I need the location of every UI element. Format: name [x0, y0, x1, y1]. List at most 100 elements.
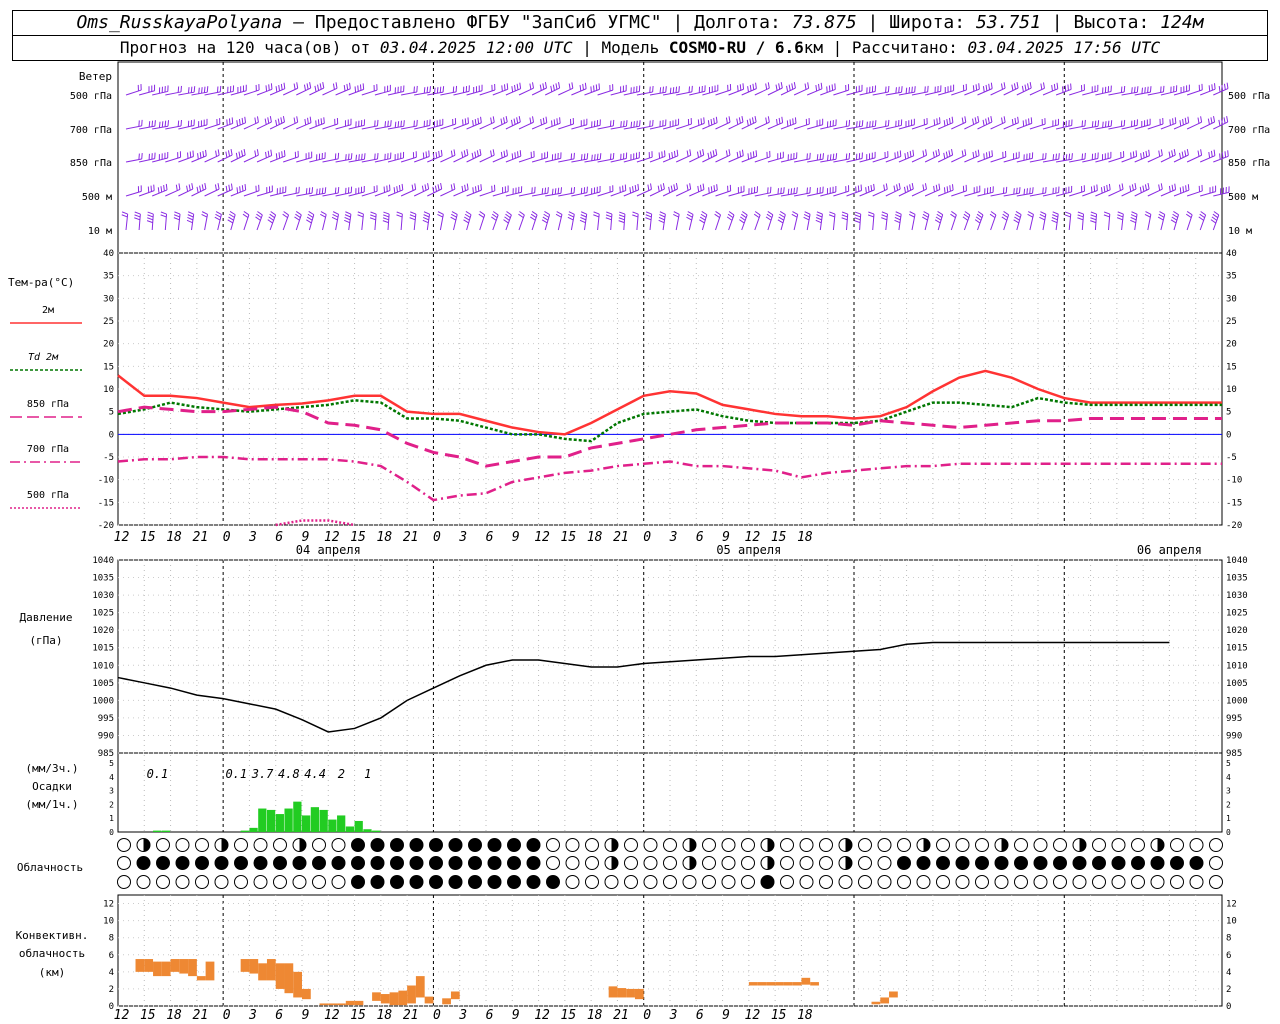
cloud-symbol	[604, 838, 619, 852]
temp-tick: 15	[103, 362, 114, 372]
wind-barb	[964, 83, 980, 96]
wind-barb	[1173, 149, 1189, 163]
wind-barb	[296, 116, 312, 130]
wind-barb	[1199, 116, 1216, 130]
wind-barb	[846, 120, 864, 130]
cloud-symbol	[936, 856, 950, 870]
temp-series-line	[117, 455, 1222, 502]
precip-tick: 5	[109, 759, 114, 768]
pressure-tick: 990	[1226, 731, 1242, 741]
wind-barb	[227, 211, 236, 231]
wind-barb	[320, 211, 327, 231]
wind-barb	[908, 211, 916, 231]
wind-barb	[780, 187, 798, 197]
wind-barb	[793, 82, 810, 96]
wind-barb	[1069, 185, 1085, 197]
wind-barb	[911, 85, 929, 96]
temp-tick: -10	[1226, 476, 1242, 486]
cloud-symbol	[1072, 856, 1087, 870]
precip-tick: 1	[109, 814, 114, 823]
x-tick-label: 21	[613, 530, 629, 545]
wind-barb	[937, 149, 954, 163]
cloud-symbol	[234, 856, 248, 870]
wind-barb	[610, 120, 628, 130]
convective-bar	[775, 982, 784, 986]
cloud-symbol	[1033, 838, 1048, 852]
x-tick-label: 12	[324, 1008, 340, 1023]
wind-barb	[125, 119, 143, 130]
x-tick-label: 0	[433, 530, 441, 545]
wind-barb	[859, 183, 875, 197]
cloud-symbol	[1111, 875, 1126, 889]
x-tick-label: 6	[696, 530, 704, 545]
convective-bar	[240, 959, 250, 972]
wind-barb	[282, 116, 299, 130]
temp-tick: 0	[109, 430, 114, 440]
x-tick-label: 6	[486, 530, 494, 545]
wind-barb	[138, 184, 155, 197]
wind-barb	[306, 211, 315, 231]
wind-barb	[160, 211, 168, 231]
wind-barb	[846, 184, 863, 197]
wind-barb	[492, 83, 509, 96]
wind-barb	[492, 116, 508, 130]
wind-barb	[990, 82, 1006, 96]
cloud-symbol	[1033, 856, 1048, 870]
wind-barb	[165, 151, 182, 163]
pressure-tick: 1035	[1226, 574, 1248, 584]
cloud-symbol	[1111, 856, 1126, 870]
wind-barb	[833, 185, 850, 197]
wind-barb	[754, 186, 772, 197]
wind-barb	[1064, 211, 1072, 231]
wind-barb	[217, 85, 235, 96]
wind-barb	[803, 211, 811, 231]
wind-barb	[1210, 211, 1220, 231]
cloud-symbol	[351, 856, 365, 870]
precip-tick: 4	[109, 773, 114, 782]
cloud-symbol	[799, 838, 814, 852]
header-line-2: Прогноз на 120 часа(ов) от 03.04.2025 12…	[12, 35, 1268, 61]
cloud-symbol	[390, 838, 404, 852]
wind-barb	[833, 119, 851, 130]
precip-bar	[354, 820, 363, 832]
wind-barb	[282, 82, 299, 96]
wind-barb	[872, 85, 890, 96]
wind-barb	[1186, 83, 1203, 96]
convective-bar	[871, 1001, 881, 1005]
wind-barb	[1198, 211, 1207, 231]
temp-legend-label: 500 гПа	[27, 490, 69, 501]
cloud-symbol	[604, 856, 619, 870]
wind-barb	[699, 211, 708, 231]
wind-barb	[427, 118, 444, 130]
wind-barb	[754, 150, 771, 163]
wind-barb	[1069, 152, 1086, 163]
wind-barb	[894, 211, 902, 231]
wind-barb	[754, 116, 770, 130]
temp-tick: 5	[1226, 408, 1231, 418]
cloud-symbol	[429, 856, 443, 870]
x-tick-label: 9	[512, 1008, 520, 1023]
wind-barb	[990, 150, 1007, 163]
cloud-label: Облачность	[17, 861, 83, 874]
cloud-symbol	[331, 856, 346, 870]
cloud-symbol	[780, 856, 794, 870]
cloud-symbol	[1131, 856, 1145, 870]
precip-total: 4.8	[278, 767, 300, 781]
pressure-axis-label: Давление	[20, 611, 73, 624]
wind-barb	[296, 151, 313, 163]
cloud-symbol	[136, 875, 151, 889]
wind-barb	[1027, 211, 1034, 231]
wind-barb	[571, 118, 588, 130]
wind-barb	[1130, 211, 1138, 231]
wind-barb	[401, 119, 418, 130]
cloud-symbol	[1092, 838, 1106, 852]
wind-barb	[269, 116, 285, 130]
cloud-symbol	[643, 875, 658, 889]
cloud-symbol	[370, 838, 385, 852]
convective-tick: 4	[1226, 968, 1231, 978]
wind-barb	[741, 150, 758, 163]
wind-barb	[505, 82, 522, 96]
wind-barb	[335, 82, 351, 96]
convective-tick: 10	[103, 917, 114, 927]
wind-barb	[846, 152, 863, 163]
